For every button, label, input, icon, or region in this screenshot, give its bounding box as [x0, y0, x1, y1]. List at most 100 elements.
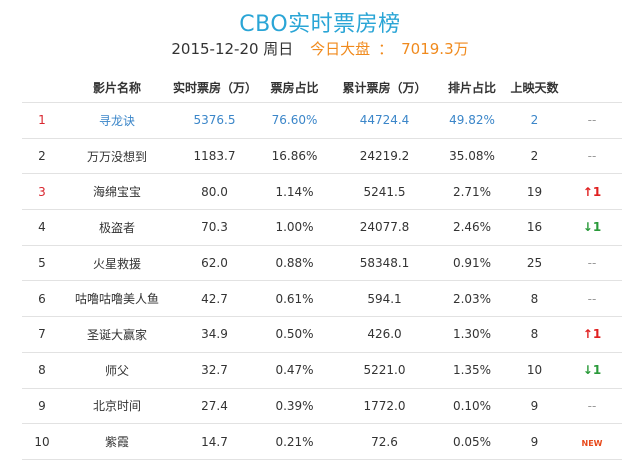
- screen-share-cell: 49.82%: [437, 102, 507, 139]
- cumulative-cell: 594.1: [332, 280, 437, 318]
- days-cell: 8: [507, 316, 562, 353]
- screen-share-cell: 2.46%: [437, 209, 507, 246]
- screen-share-cell: 2.71%: [437, 173, 507, 211]
- today-total-label: 今日大盘: [310, 40, 371, 58]
- trend-flat-icon: --: [587, 113, 597, 128]
- box-office-table: 影片名称 实时票房（万） 票房占比 累计票房（万） 排片占比 上映天数 1 寻龙诀…: [22, 72, 622, 460]
- cumulative-cell: 5221.0: [332, 352, 437, 389]
- movie-name-cell[interactable]: 火星救援: [62, 245, 172, 282]
- movie-name-cell[interactable]: 北京时间: [62, 388, 172, 425]
- rank-cell: 4: [22, 209, 62, 246]
- rank-cell: 2: [22, 138, 62, 175]
- trend-down-icon: ↓1: [582, 363, 602, 378]
- movie-name-cell[interactable]: 咕噜咕噜美人鱼: [62, 280, 172, 318]
- movie-name-cell[interactable]: 万万没想到: [62, 138, 172, 175]
- col-realtime: 实时票房（万）: [172, 72, 257, 103]
- table-row[interactable]: 6 咕噜咕噜美人鱼 42.7 0.61% 594.1 2.03% 8 --: [22, 280, 622, 318]
- table-row[interactable]: 3 海绵宝宝 80.0 1.14% 5241.5 2.71% 19 ↑1: [22, 173, 622, 211]
- movie-name-cell[interactable]: 海绵宝宝: [62, 173, 172, 211]
- table-row[interactable]: 2 万万没想到 1183.7 16.86% 24219.2 35.08% 2 --: [22, 138, 622, 175]
- table-row[interactable]: 4 极盗者 70.3 1.00% 24077.8 2.46% 16 ↓1: [22, 209, 622, 246]
- share-cell: 0.21%: [257, 423, 332, 460]
- share-cell: 0.50%: [257, 316, 332, 353]
- today-total: 今日大盘 ： 7019.3万: [310, 40, 469, 58]
- cumulative-cell: 24077.8: [332, 209, 437, 246]
- rank-cell: 9: [22, 388, 62, 425]
- trend-flat-icon: --: [587, 291, 597, 306]
- rank-cell: 3: [22, 173, 62, 211]
- rank-cell: 8: [22, 352, 62, 389]
- trend-flat-icon: --: [587, 398, 597, 413]
- rank-cell: 7: [22, 316, 62, 353]
- trend-cell: --: [562, 280, 622, 318]
- days-cell: 10: [507, 352, 562, 389]
- realtime-cell: 34.9: [172, 316, 257, 353]
- trend-cell: ↓1: [562, 352, 622, 389]
- table-row[interactable]: 5 火星救援 62.0 0.88% 58348.1 0.91% 25 --: [22, 245, 622, 282]
- share-cell: 1.14%: [257, 173, 332, 211]
- screen-share-cell: 1.30%: [437, 316, 507, 353]
- days-cell: 19: [507, 173, 562, 211]
- trend-cell: --: [562, 245, 622, 282]
- realtime-cell: 62.0: [172, 245, 257, 282]
- cumulative-cell: 1772.0: [332, 388, 437, 425]
- table-row[interactable]: 7 圣诞大赢家 34.9 0.50% 426.0 1.30% 8 ↑1: [22, 316, 622, 353]
- days-cell: 2: [507, 138, 562, 175]
- realtime-cell: 27.4: [172, 388, 257, 425]
- realtime-cell: 1183.7: [172, 138, 257, 175]
- rank-cell: 10: [22, 423, 62, 460]
- table-row[interactable]: 1 寻龙诀 5376.5 76.60% 44724.4 49.82% 2 --: [22, 102, 622, 139]
- share-cell: 0.88%: [257, 245, 332, 282]
- cumulative-cell: 426.0: [332, 316, 437, 353]
- days-cell: 2: [507, 102, 562, 139]
- table-header-row: 影片名称 实时票房（万） 票房占比 累计票房（万） 排片占比 上映天数: [22, 72, 622, 103]
- realtime-cell: 14.7: [172, 423, 257, 460]
- screen-share-cell: 0.91%: [437, 245, 507, 282]
- days-cell: 16: [507, 209, 562, 246]
- trend-cell: --: [562, 388, 622, 425]
- movie-name-cell[interactable]: 圣诞大赢家: [62, 316, 172, 353]
- rank-cell: 1: [22, 102, 62, 139]
- cumulative-cell: 5241.5: [332, 173, 437, 211]
- movie-name-cell[interactable]: 寻龙诀: [62, 102, 172, 139]
- trend-down-icon: ↓1: [582, 220, 602, 235]
- trend-flat-icon: --: [587, 149, 597, 164]
- movie-name-cell[interactable]: 极盗者: [62, 209, 172, 246]
- trend-cell: --: [562, 138, 622, 175]
- date-label: 2015-12-20 周日: [171, 40, 294, 58]
- realtime-cell: 5376.5: [172, 102, 257, 139]
- realtime-cell: 32.7: [172, 352, 257, 389]
- col-rank: [22, 72, 62, 103]
- days-cell: 25: [507, 245, 562, 282]
- table-row[interactable]: 8 师父 32.7 0.47% 5221.0 1.35% 10 ↓1: [22, 352, 622, 389]
- cumulative-cell: 44724.4: [332, 102, 437, 139]
- table-row[interactable]: 9 北京时间 27.4 0.39% 1772.0 0.10% 9 --: [22, 388, 622, 425]
- trend-cell: NEW: [562, 423, 622, 460]
- share-cell: 16.86%: [257, 138, 332, 175]
- screen-share-cell: 2.03%: [437, 280, 507, 318]
- realtime-cell: 42.7: [172, 280, 257, 318]
- page-subtitle: 2015-12-20 周日 今日大盘 ： 7019.3万: [0, 38, 640, 59]
- new-badge: NEW: [581, 438, 603, 448]
- movie-name-cell[interactable]: 紫霞: [62, 423, 172, 460]
- share-cell: 1.00%: [257, 209, 332, 246]
- col-share: 票房占比: [257, 72, 332, 103]
- trend-up-icon: ↑1: [582, 184, 602, 199]
- trend-cell: ↑1: [562, 173, 622, 211]
- screen-share-cell: 1.35%: [437, 352, 507, 389]
- realtime-cell: 70.3: [172, 209, 257, 246]
- trend-cell: ↑1: [562, 316, 622, 353]
- trend-cell: ↓1: [562, 209, 622, 246]
- realtime-cell: 80.0: [172, 173, 257, 211]
- share-cell: 76.60%: [257, 102, 332, 139]
- screen-share-cell: 35.08%: [437, 138, 507, 175]
- trend-up-icon: ↑1: [582, 327, 602, 342]
- movie-name-cell[interactable]: 师父: [62, 352, 172, 389]
- today-total-separator: ：: [378, 40, 394, 58]
- today-total-value: 7019.3万: [401, 40, 469, 58]
- trend-flat-icon: --: [587, 256, 597, 271]
- col-name: 影片名称: [62, 72, 172, 103]
- table-row[interactable]: 10 紫霞 14.7 0.21% 72.6 0.05% 9 NEW: [22, 423, 622, 460]
- days-cell: 8: [507, 280, 562, 318]
- share-cell: 0.47%: [257, 352, 332, 389]
